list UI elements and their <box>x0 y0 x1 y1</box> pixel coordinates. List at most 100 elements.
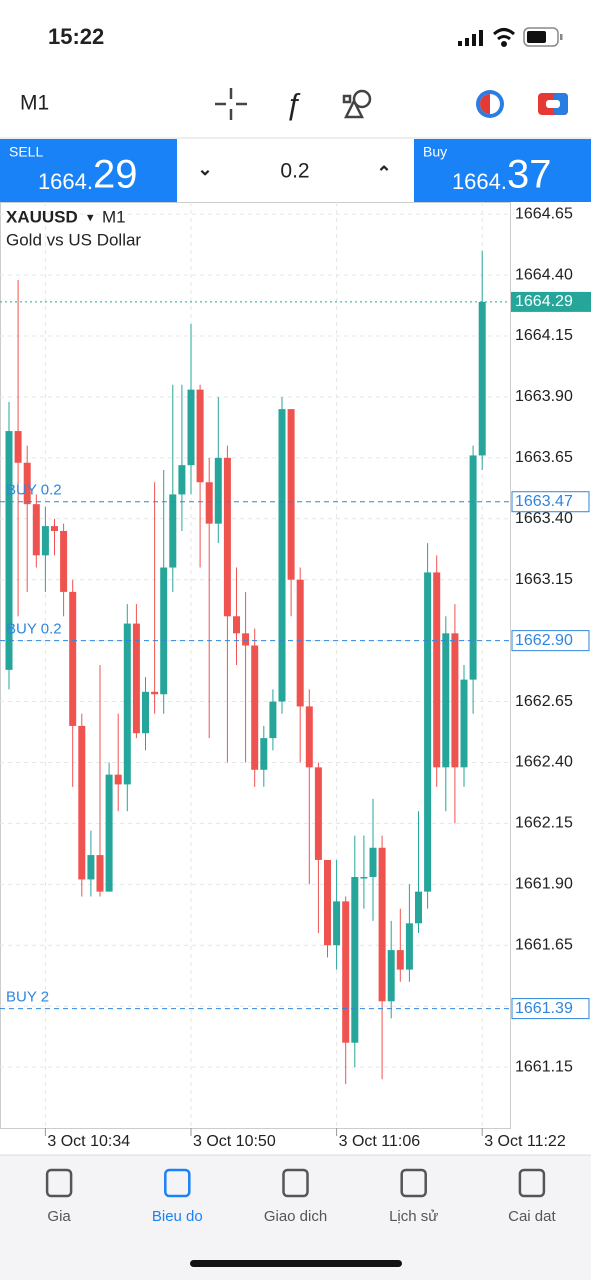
y-tick-label: 1663.40 <box>515 510 573 527</box>
nav-label[interactable]: Gia <box>47 1208 71 1225</box>
volume[interactable]: 0.2 <box>280 160 309 183</box>
candle-body <box>105 774 113 892</box>
volume-up[interactable]: ⌃ <box>376 163 391 183</box>
candle-body <box>87 855 95 880</box>
candle-body <box>405 923 413 970</box>
home-indicator <box>190 1260 402 1267</box>
candle-body <box>160 567 168 695</box>
y-tick-label: 1661.65 <box>515 936 573 953</box>
candle-body <box>223 457 231 617</box>
clock: 15:22 <box>48 24 104 49</box>
candle-body <box>314 767 322 860</box>
candle-body <box>187 389 195 466</box>
order-price-box <box>511 491 590 513</box>
candle-body <box>233 616 240 634</box>
nav-icon[interactable] <box>400 1168 427 1198</box>
order-price: 1661.39 <box>515 1000 573 1017</box>
current-price: 1664.29 <box>515 293 573 310</box>
objects-icon[interactable] <box>342 89 372 119</box>
nav-icon[interactable] <box>45 1168 73 1198</box>
symbol-arrow[interactable]: ▾ <box>87 209 94 224</box>
battery-icon <box>523 27 563 47</box>
sell-label: SELL <box>9 144 43 160</box>
candle-body <box>278 409 286 702</box>
nav-icon[interactable] <box>518 1168 546 1198</box>
order-price-box <box>511 630 590 652</box>
chart-timeframe: M1 <box>102 207 126 226</box>
x-tick-label: 3 Oct 10:50 <box>193 1133 276 1150</box>
y-tick-label: 1662.65 <box>515 693 573 710</box>
candle-body <box>296 579 304 707</box>
y-tick-label: 1663.65 <box>515 449 573 466</box>
nav-label[interactable]: Cai dat <box>508 1208 556 1225</box>
y-tick-label: 1664.15 <box>515 327 573 344</box>
chart-subtitle: Gold vs US Dollar <box>6 230 141 249</box>
candle-body <box>469 455 477 680</box>
timeframe[interactable]: M1 <box>20 92 49 115</box>
buy-price-main: 1664. <box>452 169 507 194</box>
indicator-icon[interactable]: ƒ <box>285 88 302 121</box>
candle-body <box>415 891 422 924</box>
candle-body <box>214 457 222 524</box>
candle-body <box>433 572 441 768</box>
volume-down[interactable]: ⌄ <box>197 159 212 179</box>
x-tick-label: 3 Oct 10:34 <box>47 1133 130 1150</box>
sell-button[interactable] <box>0 139 177 202</box>
candle-body <box>351 877 359 1043</box>
buy-price-big: 37 <box>507 153 552 197</box>
candle-body <box>324 859 331 946</box>
sell-price-main: 1664. <box>38 169 93 194</box>
y-tick-label: 1661.15 <box>515 1058 573 1075</box>
candle-body <box>260 738 268 770</box>
y-tick-label: 1663.15 <box>515 571 573 588</box>
y-tick-label: 1661.90 <box>515 876 573 893</box>
nav-label[interactable]: Bieu do <box>152 1208 203 1225</box>
current-price-box <box>511 291 591 312</box>
candle-body <box>23 462 31 505</box>
candle-body <box>287 409 295 580</box>
y-tick-label: 1662.40 <box>515 754 573 771</box>
nav: Gia Bieu do Giao dich Lịch sử Cai dat <box>45 1168 556 1225</box>
candle-body <box>96 855 104 892</box>
candle-body <box>178 465 186 495</box>
y-tick-label: 1664.40 <box>515 266 573 283</box>
nav-icon[interactable] <box>282 1168 309 1198</box>
symbol: XAUUSD <box>6 207 78 226</box>
oneclick-icon[interactable] <box>538 93 568 115</box>
candle-body <box>205 482 213 524</box>
order-price-box <box>511 998 590 1020</box>
candle-body <box>196 389 204 483</box>
candle-body <box>60 530 68 592</box>
y-tick-label: 1664.65 <box>515 205 573 222</box>
chart: 1664.65 1664.40 1664.15 1663.90 1663.65 1663.… <box>0 202 591 1150</box>
candle-body <box>269 701 277 739</box>
candle-body <box>5 431 13 670</box>
sell-price-big: 29 <box>93 153 138 197</box>
candle-body <box>69 591 77 726</box>
candle-body <box>396 950 404 970</box>
candle-body <box>132 623 140 734</box>
candle-body <box>369 847 377 878</box>
order-label: BUY 2 <box>6 989 49 1006</box>
order-price: 1663.47 <box>515 493 573 510</box>
candle-body <box>251 645 259 770</box>
candle-body <box>242 633 250 646</box>
candle-body <box>451 633 459 768</box>
candle-body <box>460 679 468 768</box>
candle-body <box>378 847 386 1002</box>
candle-body <box>305 706 313 768</box>
buy-button[interactable] <box>414 139 591 202</box>
buy-label: Buy <box>423 144 447 160</box>
nav-label[interactable]: Lịch sử <box>389 1208 438 1225</box>
candle-body <box>41 526 49 556</box>
candle-body <box>123 623 131 785</box>
trading-icon[interactable] <box>476 90 504 118</box>
order-price: 1662.90 <box>515 632 573 649</box>
nav-icon[interactable] <box>164 1168 191 1198</box>
candle-body <box>387 950 395 1002</box>
nav-label[interactable]: Giao dich <box>264 1208 327 1225</box>
wifi-icon <box>492 28 516 47</box>
candle-body <box>169 494 177 568</box>
crosshair-icon[interactable] <box>215 88 247 120</box>
